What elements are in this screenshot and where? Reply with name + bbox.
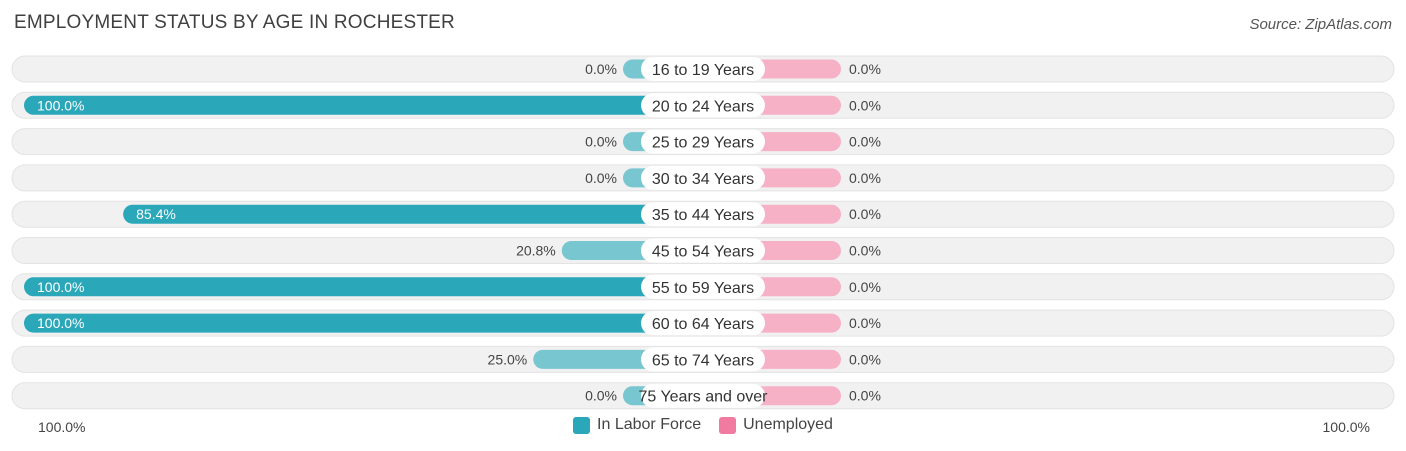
value-label-unemployed: 0.0% bbox=[849, 134, 881, 150]
value-label-labor-force: 0.0% bbox=[585, 170, 617, 186]
bar-labor-force bbox=[123, 204, 703, 224]
category-pill bbox=[641, 383, 765, 408]
value-label-unemployed: 0.0% bbox=[849, 61, 881, 77]
category-label: 75 Years and over bbox=[639, 389, 769, 406]
category-label: 20 to 24 Years bbox=[652, 98, 754, 115]
category-pill bbox=[641, 129, 765, 154]
bar-labor-force bbox=[24, 313, 703, 333]
bar-labor-force bbox=[24, 95, 703, 115]
category-label: 55 to 59 Years bbox=[652, 280, 754, 297]
bar-labor-force bbox=[24, 277, 703, 297]
axis-left-label: 100.0% bbox=[38, 419, 86, 435]
value-label-unemployed: 0.0% bbox=[849, 315, 881, 331]
value-label-labor-force: 0.0% bbox=[585, 61, 617, 77]
value-label-labor-force: 0.0% bbox=[585, 388, 617, 404]
chart-svg: 16 to 19 Years 0.0% 0.0% 20 to 24 Years 100.… bbox=[11, 55, 1395, 410]
category-label: 30 to 34 Years bbox=[652, 171, 754, 188]
category-label: 60 to 64 Years bbox=[652, 316, 754, 333]
value-label-unemployed: 0.0% bbox=[849, 351, 881, 367]
legend-item-labor-force: In Labor Force bbox=[573, 416, 701, 434]
value-label-unemployed: 0.0% bbox=[849, 388, 881, 404]
category-pill bbox=[641, 274, 765, 299]
value-label-unemployed: 0.0% bbox=[849, 170, 881, 186]
value-label-unemployed: 0.0% bbox=[849, 97, 881, 113]
category-pill bbox=[641, 311, 765, 336]
category-label: 25 to 29 Years bbox=[652, 135, 754, 152]
category-label: 35 to 44 Years bbox=[652, 207, 754, 224]
value-label-labor-force: 100.0% bbox=[37, 315, 84, 331]
category-label: 16 to 19 Years bbox=[652, 62, 754, 79]
category-pill bbox=[641, 165, 765, 190]
value-label-unemployed: 0.0% bbox=[849, 206, 881, 222]
value-label-labor-force: 25.0% bbox=[488, 351, 528, 367]
category-pill bbox=[641, 347, 765, 372]
legend-label-unemployed: Unemployed bbox=[743, 416, 833, 433]
value-label-labor-force: 85.4% bbox=[136, 206, 176, 222]
value-label-labor-force: 0.0% bbox=[585, 134, 617, 150]
value-label-labor-force: 20.8% bbox=[516, 243, 556, 259]
category-label: 45 to 54 Years bbox=[652, 244, 754, 261]
value-label-unemployed: 0.0% bbox=[849, 243, 881, 259]
axis-right-label: 100.0% bbox=[1322, 419, 1370, 435]
value-label-unemployed: 0.0% bbox=[849, 279, 881, 295]
category-pill bbox=[641, 202, 765, 227]
legend: In Labor Force Unemployed bbox=[0, 416, 1406, 434]
legend-label-labor-force: In Labor Force bbox=[597, 416, 702, 433]
legend-swatch-labor-force bbox=[573, 416, 591, 434]
category-label: 65 to 74 Years bbox=[652, 352, 754, 369]
legend-item-unemployed: Unemployed bbox=[719, 416, 833, 434]
category-pill bbox=[641, 57, 765, 81]
value-label-labor-force: 100.0% bbox=[37, 279, 84, 295]
legend-swatch-unemployed bbox=[719, 416, 737, 434]
category-pill bbox=[641, 238, 765, 263]
source-credit: Source: ZipAtlas.com bbox=[1249, 16, 1392, 33]
chart-title: EMPLOYMENT STATUS BY AGE IN ROCHESTER bbox=[14, 12, 455, 33]
value-label-labor-force: 100.0% bbox=[37, 97, 84, 113]
category-pill bbox=[641, 93, 765, 118]
